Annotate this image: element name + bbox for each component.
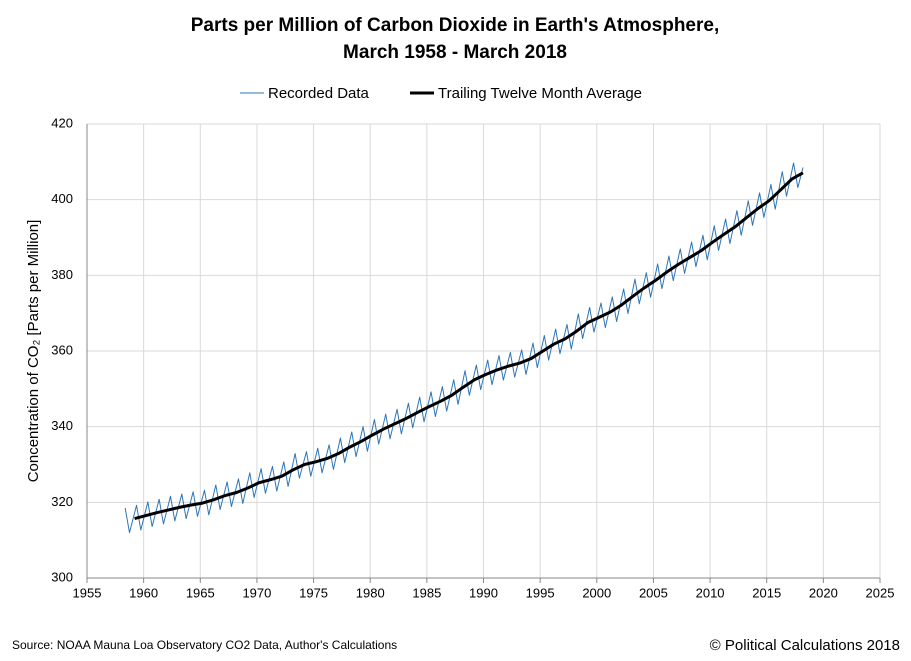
y-tick-label: 380 bbox=[51, 267, 73, 282]
x-tick-label: 1955 bbox=[73, 585, 102, 600]
data-line bbox=[124, 162, 804, 534]
y-tick-label: 360 bbox=[51, 342, 73, 357]
chart-title: March 1958 - March 2018 bbox=[343, 42, 567, 63]
y-tick-label: 320 bbox=[51, 494, 73, 509]
x-tick-label: 2000 bbox=[582, 585, 611, 600]
x-tick-label: 2005 bbox=[639, 585, 668, 600]
legend-label: Recorded Data bbox=[268, 85, 370, 102]
y-axis-label: Concentration of CO₂ [Parts per Million] bbox=[25, 220, 42, 483]
x-tick-label: 1975 bbox=[299, 585, 328, 600]
y-tick-label: 420 bbox=[51, 115, 73, 130]
source: Source: NOAA Mauna Loa Observatory CO2 D… bbox=[12, 638, 397, 652]
x-tick-label: 1990 bbox=[469, 585, 498, 600]
data-line bbox=[134, 171, 804, 521]
x-tick-label: 1970 bbox=[242, 585, 271, 600]
credit: © Political Calculations 2018 bbox=[710, 637, 900, 654]
x-tick-label: 2015 bbox=[752, 585, 781, 600]
x-tick-label: 2025 bbox=[866, 585, 895, 600]
x-tick-label: 1985 bbox=[412, 585, 441, 600]
legend-label: Trailing Twelve Month Average bbox=[438, 85, 642, 102]
x-tick-label: 2020 bbox=[809, 585, 838, 600]
x-tick-label: 1995 bbox=[526, 585, 555, 600]
chart-title: Parts per Million of Carbon Dioxide in E… bbox=[191, 15, 720, 36]
x-tick-label: 1960 bbox=[129, 585, 158, 600]
x-tick-label: 1980 bbox=[356, 585, 385, 600]
y-tick-label: 300 bbox=[51, 569, 73, 584]
x-tick-label: 2010 bbox=[696, 585, 725, 600]
y-tick-label: 340 bbox=[51, 418, 73, 433]
x-tick-label: 1965 bbox=[186, 585, 215, 600]
y-tick-label: 400 bbox=[51, 191, 73, 206]
